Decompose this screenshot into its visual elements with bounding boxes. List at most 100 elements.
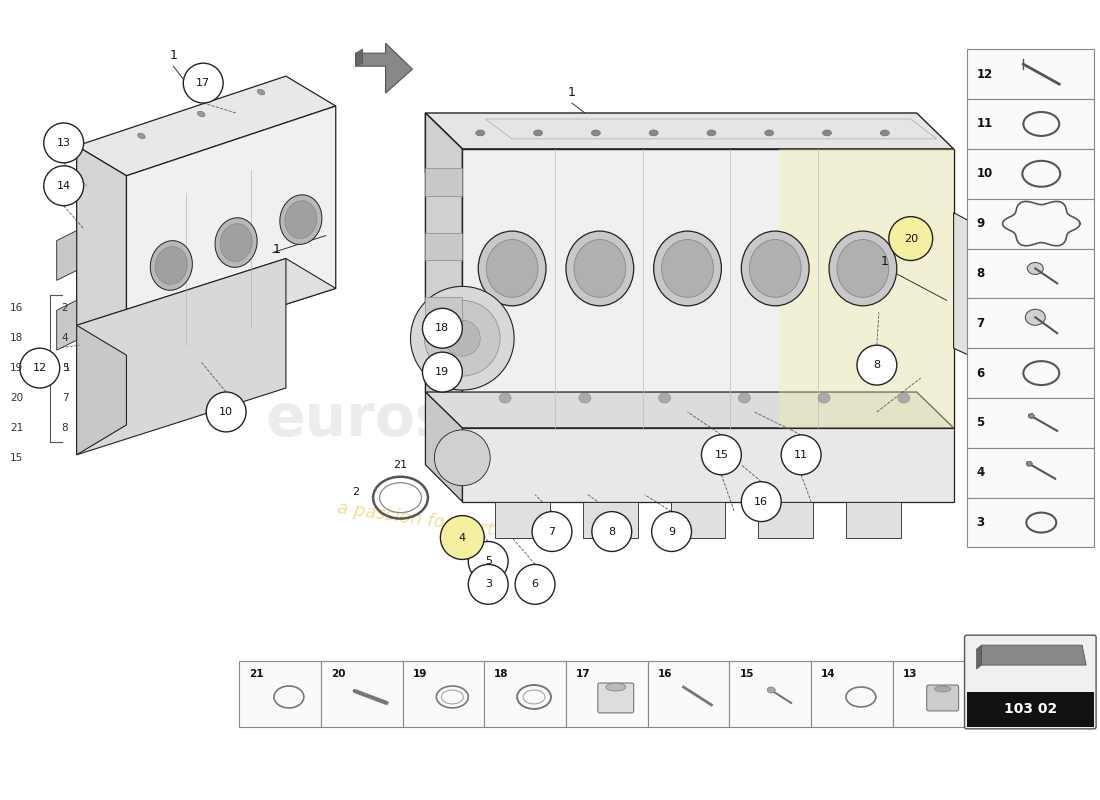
Text: 15: 15 — [10, 453, 23, 462]
Ellipse shape — [565, 231, 634, 306]
Text: 13: 13 — [903, 669, 917, 679]
Text: 8: 8 — [608, 526, 615, 537]
Ellipse shape — [279, 195, 322, 245]
Ellipse shape — [649, 130, 658, 136]
Text: 1: 1 — [273, 242, 280, 255]
Text: 17: 17 — [196, 78, 210, 88]
Circle shape — [44, 166, 84, 206]
Bar — [484, 661, 565, 727]
Ellipse shape — [1026, 462, 1032, 466]
Polygon shape — [977, 645, 981, 669]
Circle shape — [206, 392, 246, 432]
Circle shape — [440, 515, 484, 559]
Text: 18: 18 — [10, 334, 23, 343]
Polygon shape — [426, 392, 462, 502]
Ellipse shape — [151, 241, 192, 290]
Text: 19: 19 — [412, 669, 427, 679]
Ellipse shape — [767, 687, 775, 693]
Ellipse shape — [659, 393, 671, 403]
Text: 355: 355 — [762, 310, 936, 390]
Polygon shape — [462, 149, 954, 428]
Ellipse shape — [837, 239, 889, 298]
Ellipse shape — [880, 130, 889, 136]
Bar — [426, 298, 462, 326]
Ellipse shape — [486, 239, 538, 298]
Ellipse shape — [574, 239, 626, 298]
Polygon shape — [462, 428, 954, 502]
FancyBboxPatch shape — [965, 635, 1096, 729]
Circle shape — [44, 123, 84, 163]
Ellipse shape — [499, 393, 512, 403]
Polygon shape — [426, 113, 462, 209]
Text: 8: 8 — [62, 423, 68, 433]
Circle shape — [741, 482, 781, 522]
Ellipse shape — [935, 686, 950, 692]
Text: 7: 7 — [977, 317, 985, 330]
Ellipse shape — [741, 231, 810, 306]
Text: 1: 1 — [169, 49, 177, 62]
Circle shape — [515, 565, 556, 604]
Text: 19: 19 — [10, 363, 23, 373]
Bar — [967, 448, 1094, 498]
Bar — [729, 661, 811, 727]
Polygon shape — [495, 502, 550, 538]
Ellipse shape — [1028, 414, 1034, 418]
Bar — [967, 99, 1094, 149]
Polygon shape — [846, 502, 901, 538]
Ellipse shape — [898, 393, 910, 403]
Ellipse shape — [138, 133, 145, 138]
Bar — [967, 692, 1094, 727]
Ellipse shape — [579, 393, 591, 403]
Text: 11: 11 — [977, 118, 993, 130]
Text: 12: 12 — [33, 363, 47, 373]
Circle shape — [781, 435, 821, 474]
Polygon shape — [426, 113, 954, 149]
Bar — [648, 661, 729, 727]
Ellipse shape — [653, 231, 722, 306]
Ellipse shape — [257, 90, 265, 95]
Ellipse shape — [478, 231, 546, 306]
Ellipse shape — [1027, 262, 1043, 274]
Text: 7: 7 — [549, 526, 556, 537]
Polygon shape — [671, 502, 725, 538]
Text: 16: 16 — [755, 497, 768, 506]
Text: 8: 8 — [977, 267, 985, 280]
Polygon shape — [77, 258, 286, 455]
Bar — [967, 50, 1094, 99]
Text: 15: 15 — [739, 669, 754, 679]
Text: 10: 10 — [219, 407, 233, 417]
Ellipse shape — [707, 130, 716, 136]
Text: 1: 1 — [568, 86, 576, 99]
Text: 10: 10 — [977, 167, 993, 180]
Text: 9: 9 — [977, 217, 985, 230]
Circle shape — [857, 345, 896, 385]
Bar — [967, 348, 1094, 398]
Text: 4: 4 — [62, 334, 68, 343]
Bar — [426, 233, 462, 261]
FancyBboxPatch shape — [926, 685, 958, 711]
Ellipse shape — [818, 393, 830, 403]
Text: 2: 2 — [62, 303, 68, 314]
Bar — [239, 661, 321, 727]
Bar — [321, 661, 403, 727]
Polygon shape — [426, 392, 954, 428]
Circle shape — [469, 565, 508, 604]
Bar — [565, 661, 648, 727]
Text: 15: 15 — [714, 450, 728, 460]
Text: 5: 5 — [485, 557, 492, 566]
Polygon shape — [583, 502, 638, 538]
Polygon shape — [355, 43, 412, 93]
Text: 19: 19 — [436, 367, 450, 377]
Bar — [967, 498, 1094, 547]
Text: 21: 21 — [10, 423, 23, 433]
Text: 2: 2 — [352, 486, 360, 497]
Text: 11: 11 — [794, 450, 808, 460]
Text: 20: 20 — [331, 669, 345, 679]
Bar — [403, 661, 484, 727]
Text: 4: 4 — [459, 533, 466, 542]
Polygon shape — [954, 213, 983, 362]
Polygon shape — [426, 113, 462, 428]
Polygon shape — [57, 230, 77, 281]
Text: 16: 16 — [10, 303, 23, 314]
Text: 20: 20 — [10, 393, 23, 403]
